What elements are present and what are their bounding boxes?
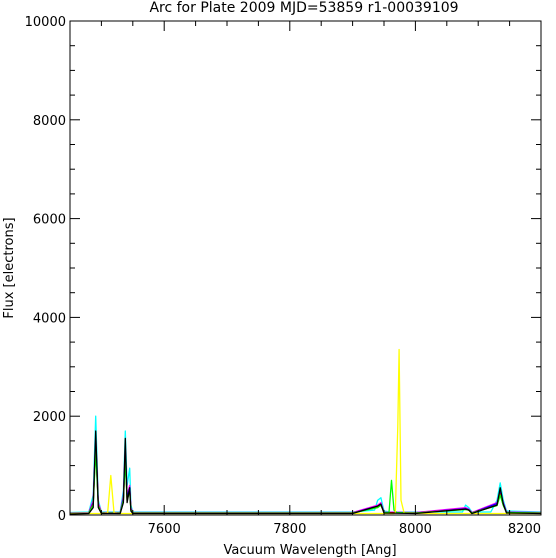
series-line-2 [69, 440, 542, 515]
chart-title: Arc for Plate 2009 MJD=53859 r1-00039109 [149, 0, 458, 16]
x-tick-label: 8200 [508, 522, 541, 537]
series-line-5 [70, 348, 541, 515]
y-tick-label: 4000 [33, 311, 66, 326]
y-axis-title: Flux [electrons] [2, 217, 17, 318]
series-line-4 [69, 450, 542, 515]
y-tick-label: 2000 [33, 410, 66, 425]
plot-frame [69, 20, 542, 516]
y-tick-label: 10000 [25, 15, 66, 30]
y-tick-label: 6000 [33, 213, 66, 228]
x-tick-label: 7800 [273, 522, 306, 537]
x-tick-label: 8000 [399, 522, 432, 537]
y-tick-label: 8000 [33, 114, 66, 129]
series-line-6 [69, 430, 542, 515]
series-layer [69, 348, 542, 515]
x-tick-label: 7600 [148, 522, 181, 537]
series-line-1 [69, 435, 542, 514]
axis-layer: 0 2000 4000 6000 8000 10000 7600 7800 8000 8200 [25, 15, 542, 537]
x-axis-title: Vacuum Wavelength [Ang] [223, 543, 396, 558]
series-line-3 [69, 445, 542, 515]
series-line-0 [69, 415, 542, 514]
y-tick-label: 0 [58, 509, 66, 524]
